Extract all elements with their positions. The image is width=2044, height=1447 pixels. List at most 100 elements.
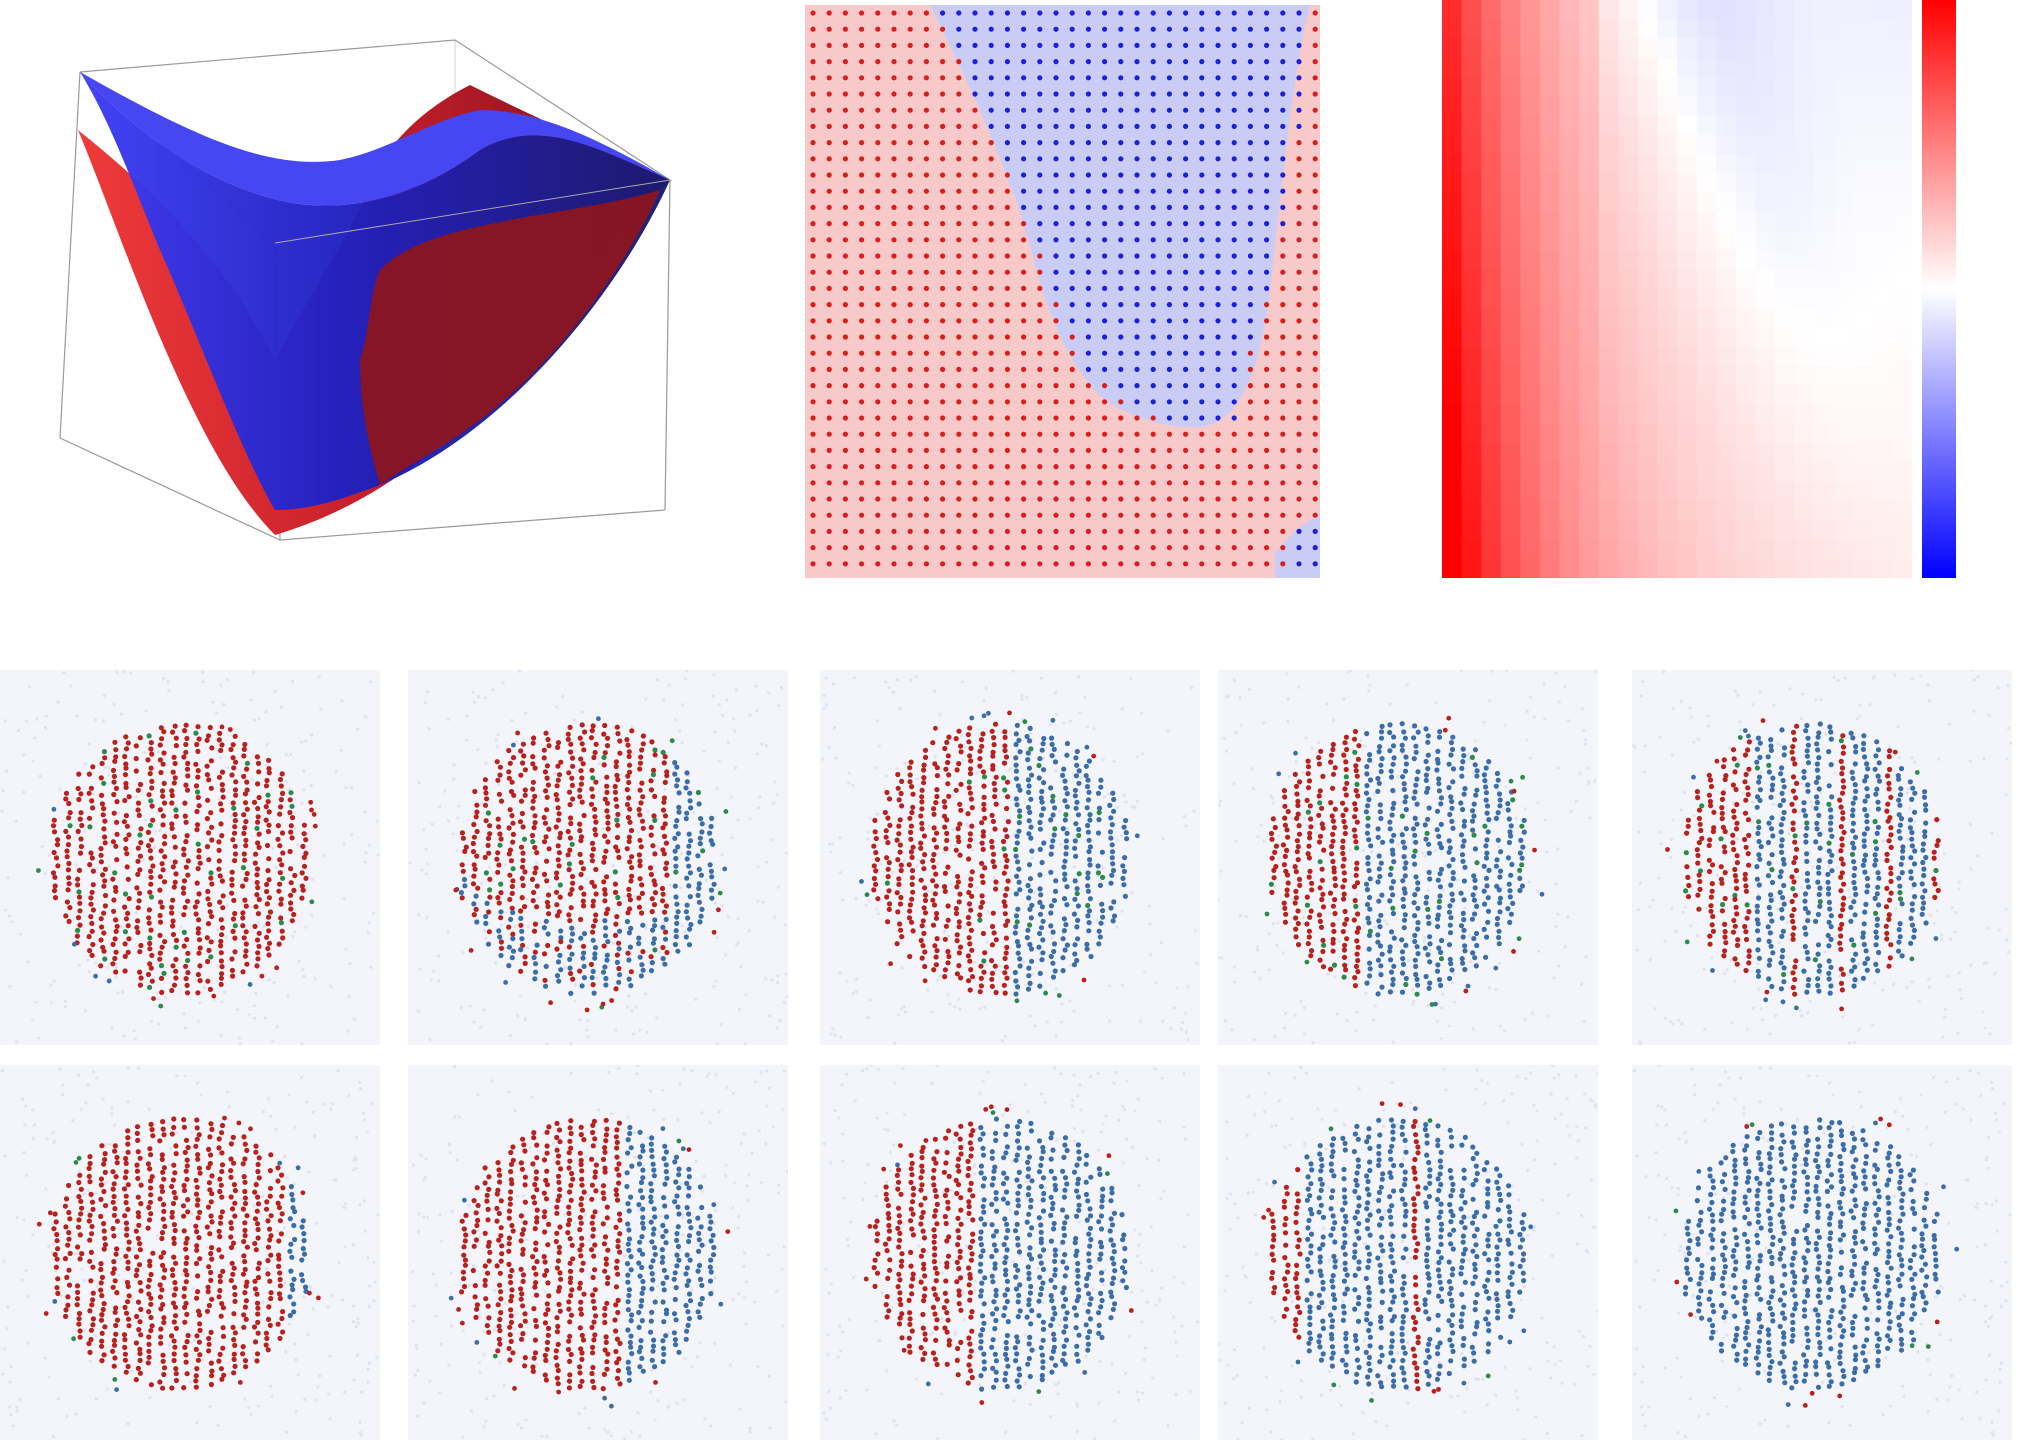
gas-particle: [824, 676, 828, 680]
particle-red: [581, 963, 587, 969]
gas-particle: [513, 924, 517, 928]
lattice-dot: [940, 172, 946, 178]
particle-red: [162, 854, 168, 860]
lattice-dot: [842, 528, 848, 535]
particle-red: [993, 801, 999, 807]
heatmap-cell: [1598, 250, 1619, 271]
particle-red: [170, 897, 176, 903]
lattice-dot: [842, 464, 848, 470]
lattice-dot: [1183, 366, 1189, 372]
heatmap-cell: [1500, 481, 1521, 502]
lattice-dot: [875, 269, 881, 275]
lattice-dot: [988, 561, 994, 567]
gas-particle: [1256, 835, 1260, 839]
gas-particle: [495, 745, 499, 749]
gas-particle: [1567, 719, 1571, 723]
particle-red: [989, 844, 995, 850]
lattice-dot: [810, 253, 816, 259]
particle-red: [159, 944, 165, 950]
particle-red: [220, 787, 226, 793]
particle-red: [266, 877, 272, 883]
particle-red: [569, 951, 575, 957]
lattice-dot: [1021, 302, 1027, 308]
heatmap-cell: [1774, 520, 1796, 541]
gas-particle: [653, 870, 657, 874]
particle-red: [922, 897, 929, 904]
lattice-dot: [923, 140, 929, 146]
particle-red: [149, 778, 155, 784]
gas-particle: [107, 773, 111, 777]
particle-blue: [1015, 906, 1021, 912]
lattice-dot: [891, 107, 897, 113]
gas-particle: [978, 770, 982, 774]
particle-red: [1282, 794, 1288, 800]
particle-red: [482, 777, 488, 783]
lattice-dot: [1264, 366, 1270, 372]
gas-particle: [852, 676, 856, 680]
heatmap-cell: [1716, 134, 1737, 155]
particle-red: [590, 923, 596, 929]
gas-particle: [428, 1038, 432, 1042]
particle-red: [169, 987, 175, 994]
heatmap-cell: [1598, 0, 1619, 20]
gas-particle: [1271, 801, 1275, 805]
heatmap-cell: [1579, 0, 1600, 20]
particle-blue: [1072, 878, 1078, 884]
lattice-dot: [810, 91, 816, 97]
lattice-dot: [1118, 123, 1124, 129]
lattice-dot: [1021, 253, 1027, 259]
heatmap-cell: [1637, 385, 1659, 406]
lattice-dot: [859, 91, 865, 97]
particle-red: [254, 825, 260, 831]
lattice-dot: [988, 464, 994, 470]
gas-particle: [838, 971, 842, 975]
particle-red: [208, 875, 214, 881]
particle-red: [923, 754, 929, 760]
lattice-dot: [810, 561, 816, 567]
heatmap-cell: [1735, 57, 1756, 78]
particle-red: [195, 748, 201, 754]
gas-particle: [426, 690, 430, 694]
particle-blue: [1122, 855, 1128, 861]
lattice-dot: [923, 431, 929, 437]
particle-red: [136, 898, 142, 904]
gas-particle: [347, 994, 351, 999]
heatmap-cell: [1814, 443, 1835, 463]
lattice-dot: [1183, 561, 1189, 567]
heatmap-cell: [1500, 539, 1521, 560]
lattice-dot: [923, 26, 929, 32]
lattice-dot: [1118, 140, 1124, 146]
lattice-dot: [1069, 366, 1075, 372]
lattice-dot: [859, 366, 865, 372]
lattice-dot: [972, 447, 978, 453]
particle-red: [110, 876, 116, 882]
heatmap-cell: [1442, 269, 1463, 290]
lattice-dot: [1264, 156, 1270, 162]
particle-red: [884, 880, 890, 886]
particle-red: [909, 881, 915, 887]
particle-red: [652, 882, 658, 888]
lattice-dot: [1312, 285, 1318, 291]
lattice-dot: [1280, 285, 1286, 291]
particle-red: [216, 866, 222, 872]
heatmap-cell: [1520, 443, 1541, 463]
gas-particle: [250, 777, 254, 781]
particle-red: [648, 778, 654, 784]
heatmap-cell: [1696, 462, 1717, 483]
particle-red: [945, 781, 951, 787]
gas-particle: [429, 978, 433, 982]
particle-red: [555, 805, 561, 811]
particle-red: [197, 978, 203, 984]
particle-red: [138, 942, 144, 949]
particle-red: [50, 870, 57, 876]
heatmap-cell: [1794, 308, 1815, 329]
particle-blue: [709, 874, 715, 880]
particle-red: [157, 956, 163, 962]
gas-particle: [224, 935, 228, 939]
gas-particle: [933, 755, 937, 759]
heatmap-cell: [1774, 173, 1796, 194]
particle-red: [148, 765, 154, 771]
particle-red: [137, 781, 144, 788]
lattice-dot: [923, 253, 929, 259]
gas-particle: [717, 759, 721, 763]
